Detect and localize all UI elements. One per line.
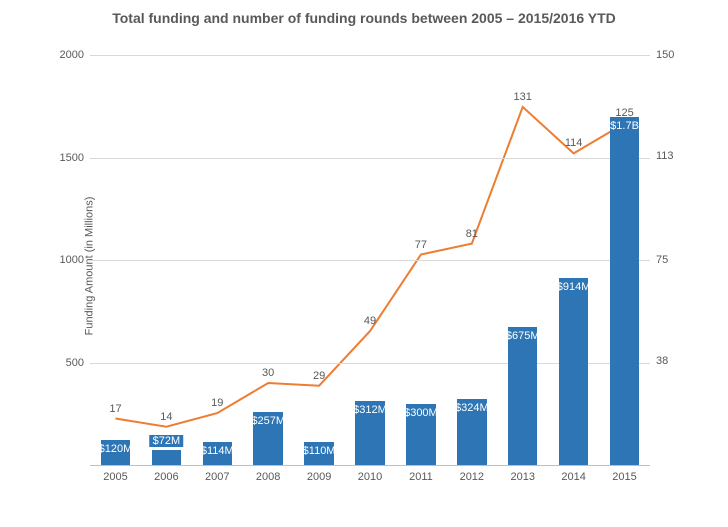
bar bbox=[152, 450, 182, 465]
line-value-label: 19 bbox=[211, 397, 223, 409]
line-value-label: 30 bbox=[262, 367, 274, 379]
y-right-tick: 150 bbox=[650, 49, 674, 61]
line-value-label: 81 bbox=[466, 228, 478, 240]
line-value-label: 125 bbox=[615, 107, 633, 119]
gridline bbox=[90, 55, 650, 56]
x-category-label: 2015 bbox=[612, 465, 636, 483]
y-right-tick: 113 bbox=[650, 150, 674, 162]
y-left-tick: 500 bbox=[66, 357, 90, 369]
bar-value-label: $120M bbox=[85, 443, 145, 455]
y-left-tick: 2000 bbox=[60, 49, 90, 61]
bar bbox=[610, 117, 640, 466]
combo-chart: Total funding and number of funding roun… bbox=[0, 0, 728, 527]
x-category-label: 2013 bbox=[510, 465, 534, 483]
y-left-tick: 1500 bbox=[60, 152, 90, 164]
x-category-label: 2005 bbox=[103, 465, 127, 483]
bar-value-label: $110M bbox=[289, 445, 349, 457]
line-value-label: 114 bbox=[565, 137, 583, 149]
x-category-label: 2012 bbox=[460, 465, 484, 483]
x-category-label: 2014 bbox=[561, 465, 585, 483]
line-value-label: 29 bbox=[313, 370, 325, 382]
chart-title: Total funding and number of funding roun… bbox=[0, 10, 728, 26]
bar-value-label: $72M bbox=[150, 435, 184, 447]
gridline bbox=[90, 260, 650, 261]
plot-area: 5001000150020003875113150$120M2005$72M20… bbox=[90, 55, 650, 465]
bar-value-label: $1.7B bbox=[595, 120, 655, 132]
bar bbox=[508, 327, 538, 465]
x-category-label: 2010 bbox=[358, 465, 382, 483]
line-value-label: 49 bbox=[364, 315, 376, 327]
bar-value-label: $324M bbox=[442, 402, 502, 414]
bar-value-label: $257M bbox=[238, 415, 298, 427]
x-category-label: 2007 bbox=[205, 465, 229, 483]
bar bbox=[559, 278, 589, 465]
line-value-label: 131 bbox=[514, 91, 532, 103]
bar-value-label: $914M bbox=[544, 281, 604, 293]
bar-value-label: $114M bbox=[187, 445, 247, 457]
bar-value-label: $675M bbox=[493, 330, 553, 342]
x-category-label: 2006 bbox=[154, 465, 178, 483]
y-right-tick: 38 bbox=[650, 355, 668, 367]
line-value-label: 14 bbox=[160, 411, 172, 423]
x-category-label: 2009 bbox=[307, 465, 331, 483]
x-category-label: 2008 bbox=[256, 465, 280, 483]
gridline bbox=[90, 158, 650, 159]
line-value-label: 17 bbox=[109, 403, 121, 415]
line-value-label: 77 bbox=[415, 239, 427, 251]
x-category-label: 2011 bbox=[409, 465, 433, 483]
y-right-tick: 75 bbox=[650, 254, 668, 266]
y-left-tick: 1000 bbox=[60, 254, 90, 266]
